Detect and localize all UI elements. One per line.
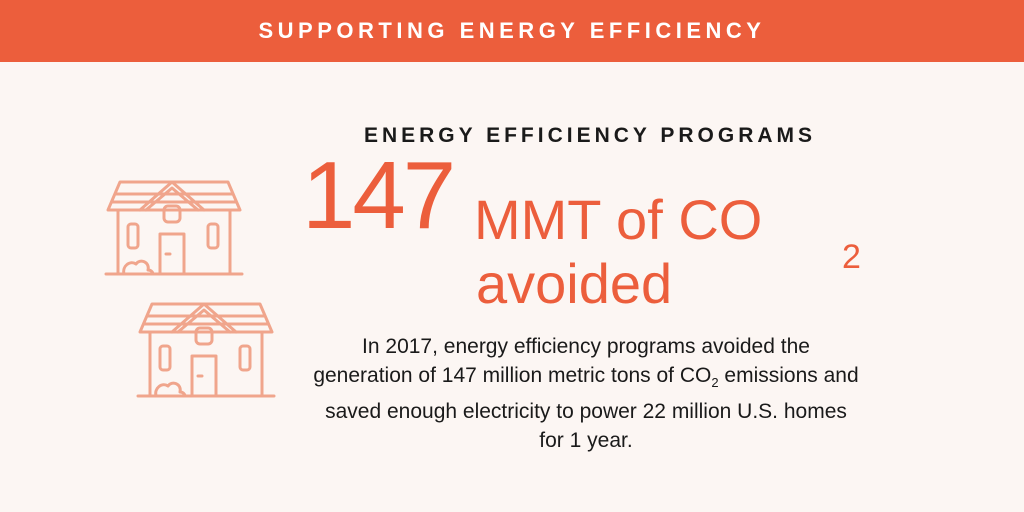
house-icon: [136, 302, 276, 398]
description-part1: In 2017, energy efficiency programs avoi…: [313, 335, 810, 387]
description-part2: emissions and saved enough electricity t…: [325, 364, 859, 453]
headline-unit-subscript: 2: [842, 238, 861, 276]
headline-unit-line2: avoided: [476, 252, 673, 315]
section-heading: ENERGY EFFICIENCY PROGRAMS: [363, 124, 817, 147]
banner-title: SUPPORTING ENERGY EFFICIENCY: [258, 18, 766, 43]
description-subscript: 2: [711, 375, 719, 391]
headline-number: 147: [302, 142, 456, 249]
headline-unit: MMT of CO: [474, 188, 763, 251]
description-text: In 2017, energy efficiency programs avoi…: [310, 332, 862, 455]
house-icon: [104, 180, 244, 276]
header-banner: SUPPORTING ENERGY EFFICIENCY: [0, 0, 1024, 62]
